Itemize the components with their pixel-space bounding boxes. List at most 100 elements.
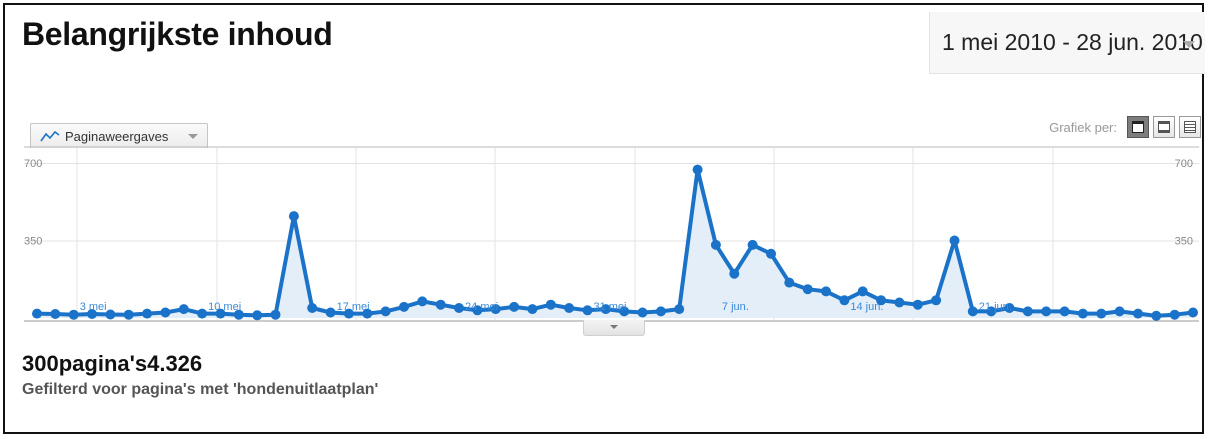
data-point [1133,308,1143,319]
page-title: Belangrijkste inhoud [22,16,333,52]
x-tick-label: 24 mei [465,301,498,313]
data-point [1041,306,1052,317]
total-value: 4.326 [147,351,203,376]
content-frame [3,3,1204,434]
x-tick-label: 31 mei [593,301,626,313]
day-view-button[interactable] [1127,116,1149,138]
y-tick-label-left: 350 [24,236,42,248]
data-point [435,299,446,310]
data-point [619,306,630,317]
data-point [32,308,42,319]
data-point [142,308,153,319]
data-point [307,303,318,313]
data-point [252,310,263,321]
chevron-down-icon [1183,41,1195,48]
data-point [821,286,831,297]
data-point [1077,308,1088,319]
filter-note: Gefilterd voor pagina's met 'hondenuitla… [22,381,379,398]
week-view-icon [1158,121,1170,133]
data-point [343,308,354,319]
data-point [1169,309,1180,320]
data-point [692,164,703,175]
y-tick-label-right: 700 [1175,158,1193,170]
data-point [380,306,391,317]
data-point [766,248,776,259]
data-point [784,277,795,288]
series-line [36,167,1194,318]
data-point [729,268,740,279]
pages-label: pagina's [58,351,148,376]
data-point [1114,306,1125,317]
line-chart-icon [40,130,60,142]
data-point [876,295,887,306]
data-point [1096,308,1107,319]
data-point [912,299,923,310]
data-point [160,307,171,318]
data-point [472,305,483,316]
data-point [399,301,409,312]
x-tick-label: 10 mei [208,301,241,313]
data-point [288,211,299,222]
data-point [233,309,244,320]
y-tick-label-left: 700 [24,158,42,170]
data-point [68,309,79,320]
x-tick-label: 3 mei [80,301,107,313]
day-view-icon [1132,121,1144,133]
data-point [637,307,648,318]
graph-by-label: Grafiek per: [1049,119,1117,135]
data-point [362,308,373,319]
data-point [1151,310,1162,321]
month-view-icon [1184,121,1196,133]
x-tick-label: 17 mei [337,301,370,313]
expand-chart-tab[interactable] [583,320,645,336]
metric-selector[interactable]: Paginaweergaves [30,123,208,148]
month-view-button[interactable] [1179,116,1201,138]
data-point [417,296,428,307]
x-tick-label: 14 jun. [850,301,883,313]
data-point [105,309,116,320]
data-point [1188,307,1198,318]
x-tick-label: 21 jun. [979,301,1012,313]
data-point [655,306,666,317]
data-point [509,301,520,312]
data-point [215,308,226,319]
data-point [270,309,281,320]
pages-count: 300 [22,351,59,376]
data-point [123,309,134,320]
data-point [545,299,556,310]
series-area [37,169,1193,318]
data-point [802,284,813,295]
data-point [582,305,593,316]
data-point [325,307,336,318]
data-point [931,295,942,306]
x-tick-label: 7 jun. [722,301,749,313]
data-point [87,309,97,319]
data-point [197,308,208,319]
data-point [1059,306,1070,317]
date-range-text: 1 mei 2010 - 28 jun. 2010 [942,29,1203,55]
summary-line: 300pagina's4.326 [22,351,202,377]
data-point [564,303,575,313]
data-point [1022,306,1033,317]
data-point [454,303,464,313]
chevron-down-icon [610,325,618,329]
data-point [178,304,189,315]
data-point [1004,303,1015,313]
data-point [747,239,758,250]
data-point [710,239,721,250]
data-point [986,306,997,317]
data-point [967,306,978,317]
data-point [50,309,61,319]
data-point [674,304,685,315]
date-range-picker[interactable]: 1 mei 2010 - 28 jun. 2010 [929,12,1205,74]
data-point [527,304,538,315]
data-point [949,235,960,246]
chevron-down-icon [188,134,198,139]
data-point [857,286,868,297]
y-tick-label-right: 350 [1175,236,1193,248]
graph-by-controls: Grafiek per: [1049,116,1201,138]
data-point [894,297,905,308]
metric-label: Paginaweergaves [65,128,169,144]
week-view-button[interactable] [1153,116,1175,138]
